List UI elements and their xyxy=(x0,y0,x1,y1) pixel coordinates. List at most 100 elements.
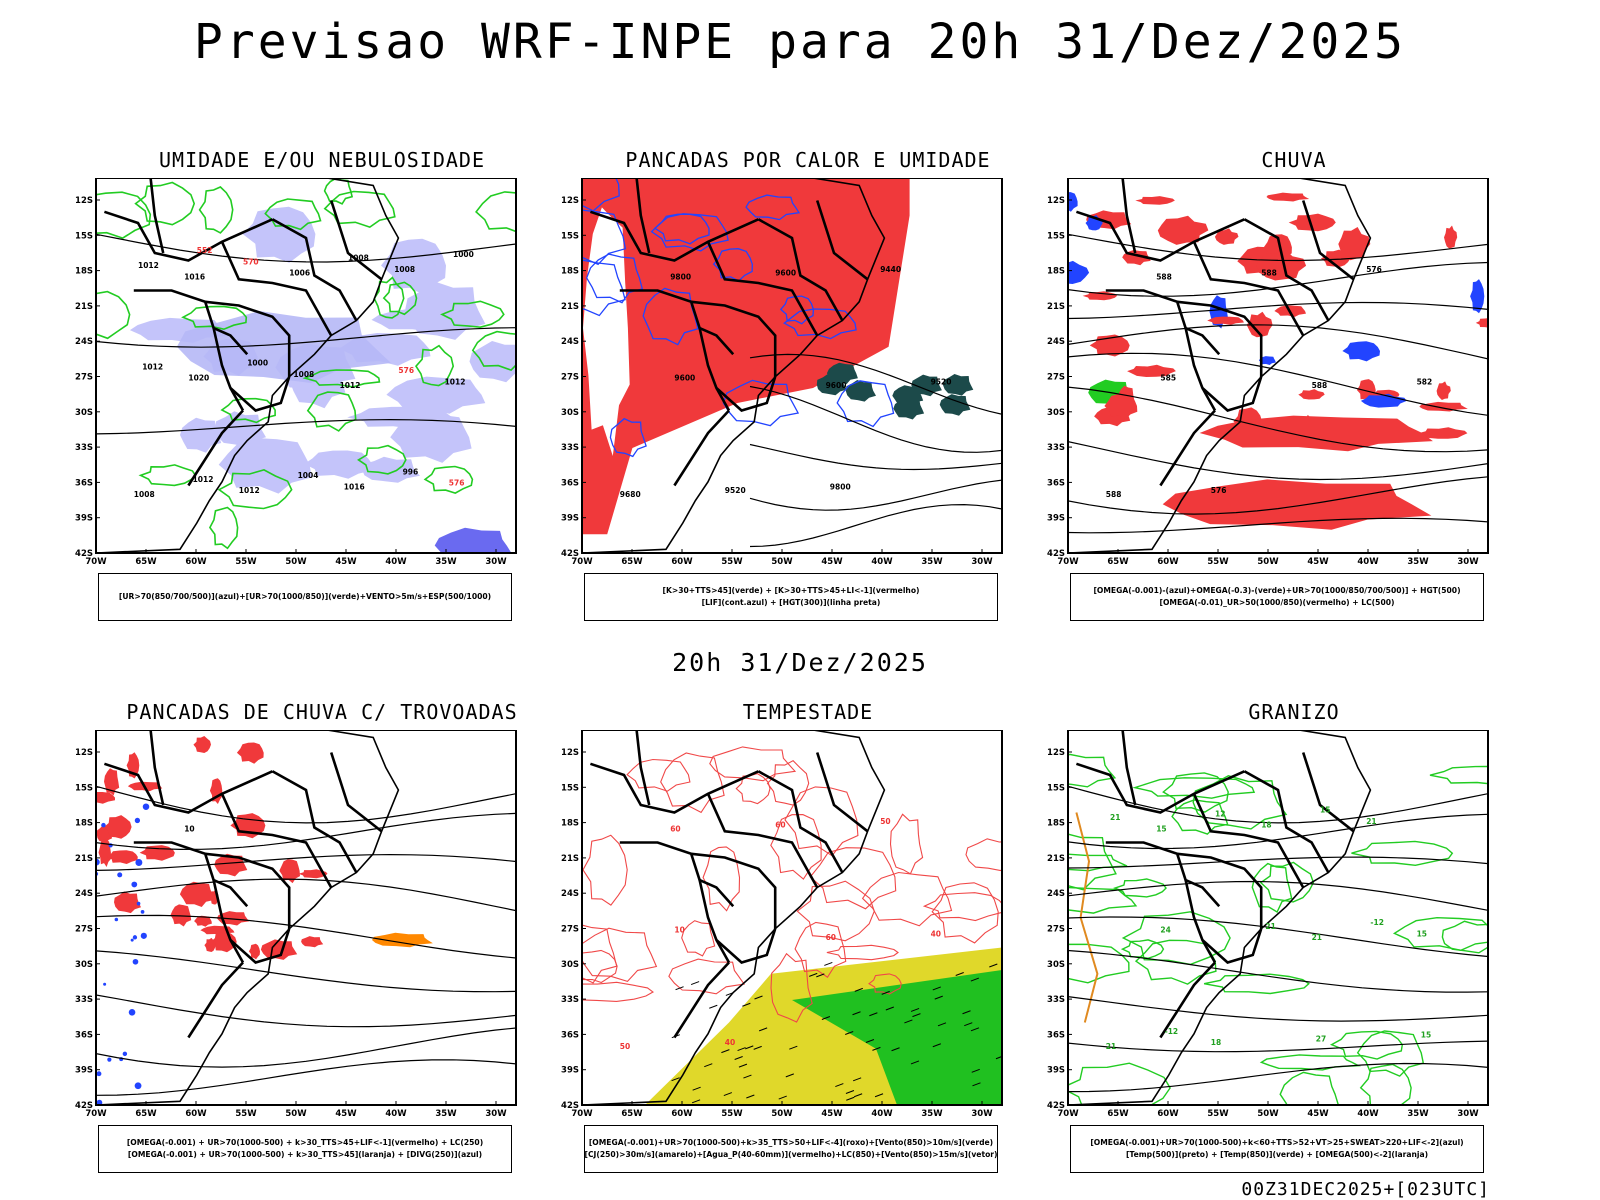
streamline xyxy=(1068,324,1488,360)
longitude-label: 35W xyxy=(435,1109,457,1119)
latitude-label: 15S xyxy=(561,231,579,241)
latitude-label: 24S xyxy=(1047,889,1065,899)
wind-vector xyxy=(932,986,941,991)
contour-label: 576 xyxy=(1366,265,1382,274)
rain-area xyxy=(1342,341,1380,362)
precipitable-water-contour xyxy=(709,746,797,782)
latitude-label: 24S xyxy=(561,889,579,899)
precipitable-water-contour xyxy=(626,758,691,792)
longitude-label: 40W xyxy=(871,557,893,567)
latitude-label: 27S xyxy=(1047,925,1065,935)
panel-title: TEMPESTADE xyxy=(742,700,874,724)
coastline xyxy=(1068,730,1372,1105)
wind-vector xyxy=(904,1019,913,1024)
latitude-label: 27S xyxy=(75,925,93,935)
wind-vector xyxy=(869,1012,878,1017)
country-border xyxy=(715,928,777,964)
wind-vector xyxy=(874,1093,884,1098)
streamline xyxy=(1068,352,1488,416)
clear-area xyxy=(583,207,630,456)
map-layers: 15 21 21 18 15 18 21 24 27 21 21 15 12 -12 -12 15 xyxy=(1068,730,1488,1105)
contour-label: 15 xyxy=(1320,806,1330,815)
precipitable-water-contour xyxy=(868,973,902,995)
country-border xyxy=(1201,928,1263,964)
contour-label: 9520 xyxy=(725,486,746,495)
rain-area xyxy=(1162,479,1432,530)
wind-vector xyxy=(989,963,998,968)
lif-contour xyxy=(582,178,620,212)
rain-area xyxy=(1068,192,1078,212)
lif-contour xyxy=(582,209,627,266)
latitude-label: 18S xyxy=(1047,819,1065,829)
country-border xyxy=(589,210,759,262)
convection-area xyxy=(845,380,876,402)
panel-title: CHUVA xyxy=(1261,148,1327,172)
legend-line: [LIF](cont.azul) + [HGT(300)](linha pret… xyxy=(701,598,881,607)
divergence-mark xyxy=(134,817,141,824)
legend-line: [CJ(250)>30m/s](amarelo)+[Agua_P(40-60mm… xyxy=(584,1150,998,1159)
divergence-mark xyxy=(122,1051,128,1057)
longitude-label: 65W xyxy=(621,1109,643,1119)
map-frame xyxy=(95,730,517,1106)
divergence-mark xyxy=(117,872,123,878)
divergence-mark xyxy=(101,822,106,828)
contour-label: 1016 xyxy=(344,482,365,491)
latitude-label: 12S xyxy=(75,748,93,758)
latitude-label: 33S xyxy=(1047,995,1065,1005)
convection-area xyxy=(826,362,858,385)
precipitable-water-contour xyxy=(582,949,618,984)
contour-label: 9600 xyxy=(674,374,695,383)
contour-label: 21 xyxy=(1366,817,1376,826)
country-border xyxy=(149,178,165,254)
contour-label: 10 xyxy=(674,926,684,935)
storm-area xyxy=(193,736,211,753)
humidity-area xyxy=(371,308,469,332)
temp850-contour xyxy=(1120,939,1165,960)
latitude-label: 15S xyxy=(1047,231,1065,241)
longitude-label: 50W xyxy=(285,1109,307,1119)
temp850-contour xyxy=(1359,1063,1412,1105)
storm-area xyxy=(204,937,216,952)
humidity-area xyxy=(362,456,420,483)
contour-label: -12 xyxy=(1370,918,1384,927)
map-layers: 60 60 50 60 40 40 50 10 xyxy=(582,730,1002,1105)
streamline xyxy=(96,327,516,348)
longitude-label: 70W xyxy=(1057,557,1079,567)
country-border xyxy=(691,852,777,929)
latitude-label: 18S xyxy=(561,819,579,829)
lif-contour xyxy=(836,380,895,428)
contour-label: 1008 xyxy=(293,370,314,379)
country-border xyxy=(1184,327,1217,412)
map-layers: 1016 1012 1008 1006 1012 1012 1008 1020 1016 1012… xyxy=(96,178,516,553)
latitude-label: 15S xyxy=(561,783,579,793)
precipitable-water-contour xyxy=(794,921,847,978)
divergence-mark xyxy=(142,803,150,810)
country-border xyxy=(149,730,165,806)
streamline xyxy=(1068,880,1488,911)
longitude-label: 50W xyxy=(771,1109,793,1119)
latitude-label: 27S xyxy=(561,373,579,383)
contour-label: 576 xyxy=(398,366,414,375)
map-layers: 588 588 588 588 582 576 576 585 xyxy=(1068,178,1488,553)
rain-area xyxy=(1338,227,1371,261)
contour-label: 1004 xyxy=(298,471,319,480)
rain-area xyxy=(1082,291,1118,301)
divergence-mark xyxy=(107,1057,112,1062)
latitude-label: 30S xyxy=(561,960,579,970)
humidity-contour xyxy=(414,344,455,387)
divergence-mark xyxy=(140,932,147,939)
country-border xyxy=(1301,200,1355,281)
humidity-area xyxy=(218,438,312,494)
contour-label: 60 xyxy=(670,824,680,833)
contour-label: 1008 xyxy=(348,254,369,263)
longitude-label: 35W xyxy=(1407,557,1429,567)
contour-label: 9800 xyxy=(830,482,851,491)
contour-label: 1008 xyxy=(134,490,155,499)
contour-label: 60 xyxy=(826,933,836,942)
rain-area xyxy=(1266,192,1310,202)
temp850-contour xyxy=(1251,862,1293,913)
divergence-mark xyxy=(103,982,107,986)
height-contour xyxy=(749,479,1002,511)
legend-line: [Temp(500)](preto) + [Temp(850)](verde) … xyxy=(1125,1150,1429,1159)
